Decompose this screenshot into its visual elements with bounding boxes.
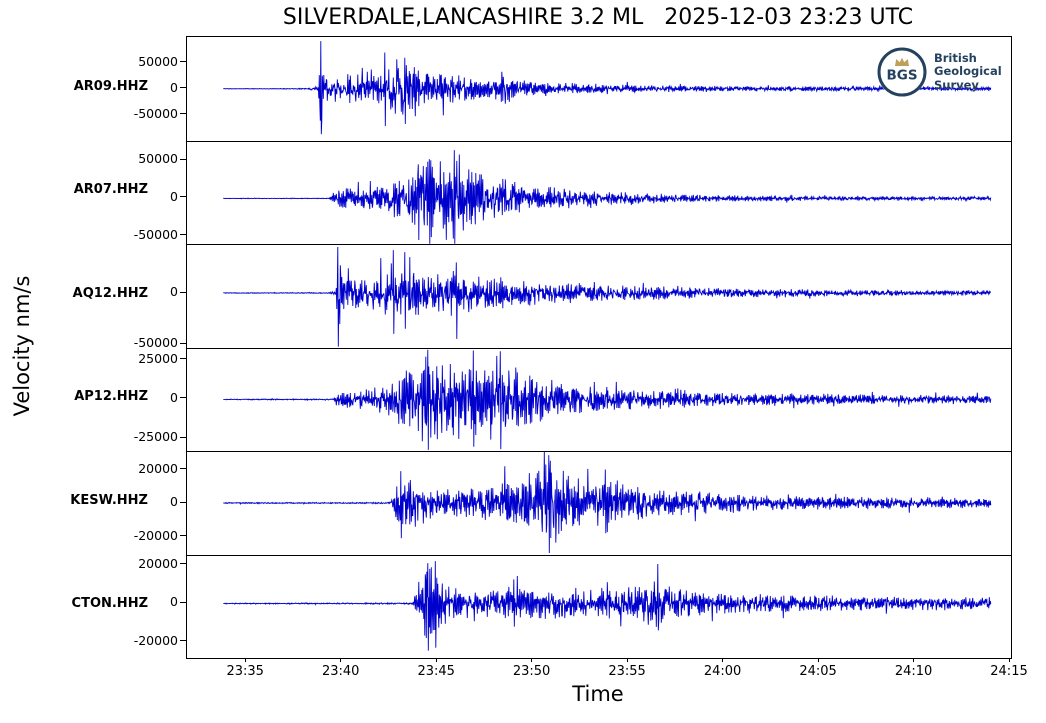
y-tick-label: -20000 — [133, 632, 178, 648]
bgs-logo-mark: BGS — [877, 47, 927, 97]
y-tick-label: 0 — [170, 79, 178, 95]
trace-path — [223, 41, 992, 135]
x-tick-mark — [340, 658, 342, 662]
x-tick-mark — [913, 658, 915, 662]
bgs-crown-icon — [895, 57, 909, 66]
chart-title: SILVERDALE,LANCASHIRE 3.2 ML 2025-12-03 … — [282, 5, 914, 30]
station-label: KESW.HHZ — [70, 492, 148, 508]
x-tick-label: 24:05 — [799, 664, 837, 679]
bgs-abbr: BGS — [886, 68, 917, 84]
x-tick-label: 23:35 — [226, 664, 264, 679]
x-tick-label: 24:15 — [990, 664, 1028, 679]
bgs-logo-text: British Geological Survey — [934, 50, 1002, 93]
x-tick-label: 23:45 — [417, 664, 455, 679]
subplot-divider — [187, 244, 1011, 245]
x-tick-label: 23:40 — [321, 664, 360, 679]
subplot-divider — [187, 140, 1011, 142]
y-tick-label: -50000 — [133, 226, 178, 242]
x-tick-mark — [817, 658, 819, 662]
y-tick-mark — [180, 535, 186, 537]
x-tick-mark — [1008, 658, 1010, 662]
trace-path — [223, 247, 992, 347]
waveform-trace-aq12-hhz — [223, 247, 992, 347]
plot-area — [186, 36, 1012, 659]
y-tick-mark — [180, 501, 186, 503]
subplot-divider — [187, 451, 1011, 452]
trace-path — [223, 349, 992, 450]
y-tick-mark — [180, 563, 186, 564]
y-tick-label: 20000 — [138, 460, 178, 476]
y-tick-mark — [180, 640, 186, 641]
y-tick-mark — [180, 358, 186, 359]
y-tick-mark — [180, 158, 186, 160]
bgs-text-line1: British — [934, 50, 977, 65]
bgs-text-line3: Survey — [934, 77, 979, 92]
y-tick-label: 0 — [170, 494, 178, 509]
y-tick-label: 0 — [170, 188, 178, 204]
y-tick-label: 0 — [170, 284, 178, 299]
waveform-trace-kesw-hhz — [223, 451, 992, 553]
y-tick-mark — [180, 87, 186, 89]
x-tick-mark — [722, 658, 724, 662]
station-label: CTON.HHZ — [71, 596, 148, 612]
station-label: AR07.HHZ — [73, 182, 148, 198]
bgs-text-line2: Geological — [934, 64, 1002, 79]
x-axis-label: Time — [572, 682, 624, 706]
y-tick-label: 50000 — [138, 53, 178, 69]
x-tick-mark — [626, 658, 628, 662]
y-tick-mark — [180, 291, 186, 293]
trace-path — [223, 560, 992, 651]
x-tick-mark — [244, 658, 246, 662]
y-tick-label: -50000 — [133, 105, 178, 121]
y-tick-mark — [180, 113, 186, 115]
trace-path — [223, 451, 992, 553]
y-tick-mark — [180, 436, 186, 438]
subplot-divider — [187, 554, 1011, 556]
y-tick-label: -25000 — [133, 429, 178, 445]
y-tick-mark — [180, 397, 186, 399]
waveform-trace-ar07-hhz — [223, 149, 992, 244]
y-tick-mark — [180, 601, 186, 603]
y-tick-mark — [180, 468, 186, 469]
y-tick-mark — [180, 234, 186, 236]
bgs-logo-ring — [877, 47, 927, 97]
y-tick-label: -20000 — [133, 527, 178, 543]
y-tick-label: 50000 — [138, 151, 178, 167]
x-tick-mark — [435, 658, 437, 662]
y-tick-label: 0 — [170, 389, 178, 405]
subplot-divider — [187, 347, 1011, 349]
y-tick-label: 20000 — [138, 555, 178, 571]
waveform-trace-cton-hhz — [223, 560, 992, 651]
station-label: AR09.HHZ — [73, 78, 148, 94]
y-tick-label: 25000 — [138, 350, 178, 366]
station-label: AP12.HHZ — [74, 389, 148, 405]
waveform-trace-ar09-hhz — [223, 41, 992, 135]
waveform-trace-ap12-hhz — [223, 349, 992, 450]
x-tick-mark — [531, 658, 533, 662]
x-tick-label: 23:50 — [512, 664, 551, 679]
y-tick-label: -50000 — [133, 335, 178, 350]
trace-path — [223, 149, 992, 244]
y-tick-label: 0 — [170, 594, 178, 609]
y-tick-mark — [180, 342, 186, 344]
bgs-logo: BGS British Geological Survey — [876, 46, 1002, 98]
x-tick-label: 24:00 — [703, 664, 742, 679]
y-tick-mark — [180, 61, 186, 63]
x-tick-label: 24:10 — [894, 664, 933, 679]
x-tick-label: 23:55 — [608, 664, 646, 679]
station-label: AQ12.HHZ — [72, 285, 148, 301]
y-tick-mark — [180, 196, 186, 198]
